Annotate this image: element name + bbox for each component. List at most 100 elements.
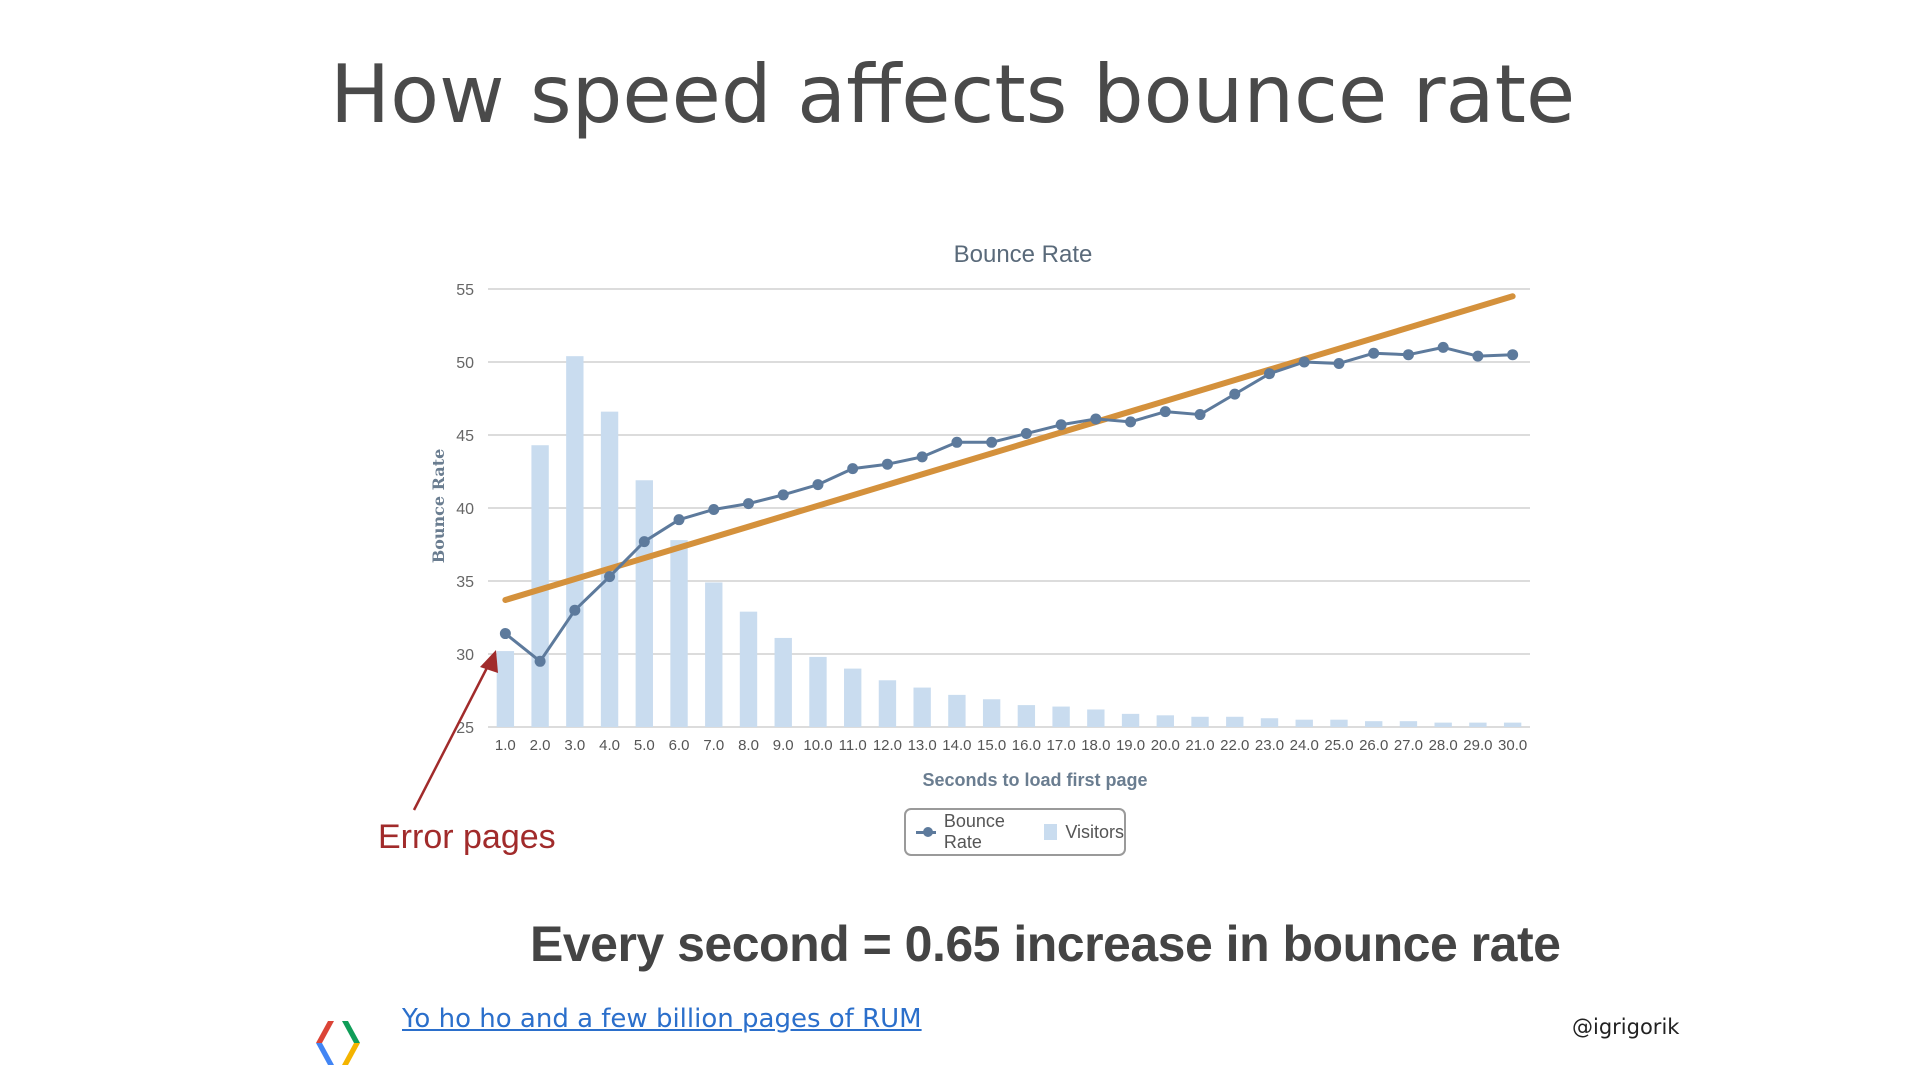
y-tick-label: 55 [456, 282, 474, 299]
x-tick-label: 22.0 [1220, 737, 1249, 754]
visitors-bar [1469, 722, 1487, 727]
visitors-bar [670, 540, 688, 727]
x-tick-label: 2.0 [530, 737, 551, 754]
visitors-bar [1330, 719, 1348, 727]
chart-title: Bounce Rate [954, 241, 1093, 268]
visitors-bar [1226, 716, 1244, 727]
y-axis-label: Bounce Rate [429, 449, 448, 564]
bounce-rate-point [812, 479, 824, 491]
x-tick-label: 25.0 [1324, 737, 1353, 754]
chart-legend[interactable]: Bounce Rate Visitors [904, 808, 1126, 856]
visitors-bar [496, 651, 515, 727]
bounce-rate-point [777, 489, 789, 501]
visitors-bar [1087, 709, 1105, 727]
bounce-rate-point [916, 451, 928, 463]
visitors-bar [1121, 713, 1140, 727]
bounce-rate-point [986, 436, 998, 448]
trend-line [502, 293, 1516, 603]
x-tick-label: 21.0 [1185, 737, 1214, 754]
x-tick-label: 29.0 [1463, 737, 1492, 754]
bounce-rate-point [1472, 350, 1484, 362]
visitors-bar [566, 356, 584, 727]
bounce-rate-point [847, 463, 859, 475]
x-tick-label: 6.0 [669, 737, 690, 754]
y-tick-label: 35 [456, 574, 474, 591]
x-tick-label: 7.0 [703, 737, 724, 754]
bounce-rate-point [1507, 349, 1519, 361]
bounce-rate-point [1194, 409, 1206, 421]
visitors-bar [1260, 718, 1279, 727]
x-tick-label: 10.0 [803, 737, 832, 754]
x-tick-label: 12.0 [873, 737, 902, 754]
x-tick-label: 13.0 [908, 737, 937, 754]
grid-lines [488, 288, 1530, 728]
summary-statement: Every second = 0.65 increase in bounce r… [530, 916, 1561, 972]
bounce-rate-point [1298, 356, 1310, 368]
visitors-bar [982, 699, 1001, 727]
visitors-bar [948, 694, 966, 727]
x-tick-label: 17.0 [1046, 737, 1075, 754]
legend-item-visitors[interactable]: Visitors [1065, 821, 1124, 842]
legend-line-marker [916, 826, 936, 837]
x-tick-label: 16.0 [1012, 737, 1041, 754]
x-tick-label: 27.0 [1394, 737, 1423, 754]
visitors-bar [1156, 715, 1174, 727]
arrow-head [480, 650, 498, 673]
x-tick-label: 18.0 [1081, 737, 1110, 754]
bounce-rate-point [638, 536, 650, 548]
bounce-rate-point [673, 514, 685, 526]
x-tick-label: 9.0 [773, 737, 794, 754]
visitors-bar [1191, 716, 1209, 727]
visitors-bar [1017, 705, 1036, 727]
bounce-rate-point [1020, 428, 1032, 440]
error-pages-arrow [412, 650, 498, 811]
visitors-bar [1052, 706, 1070, 727]
x-tick-label: 28.0 [1429, 737, 1458, 754]
y-tick-label: 30 [456, 647, 474, 664]
bounce-rate-point [1159, 406, 1171, 418]
visitors-bar [1365, 721, 1383, 727]
x-tick-label: 23.0 [1255, 737, 1284, 754]
bounce-rate-point [569, 604, 581, 616]
visitors-bars [496, 356, 1522, 727]
visitors-bar [635, 480, 653, 727]
bounce-rate-point [1402, 349, 1414, 361]
legend-bar-swatch [1044, 824, 1058, 840]
arrow-shaft [412, 657, 494, 811]
trendline [502, 293, 1516, 603]
bounce-rate-point [1125, 416, 1137, 428]
bounce-rate-point [743, 498, 754, 510]
x-tick-label: 19.0 [1116, 737, 1145, 754]
bounce-rate-point [1368, 347, 1380, 359]
visitors-bar [705, 582, 723, 727]
y-tick-label: 40 [456, 501, 474, 518]
x-tick-label: 26.0 [1359, 737, 1388, 754]
bounce-rate-point [604, 571, 616, 583]
bounce-rate-point [951, 436, 963, 448]
bounce-rate-point [708, 503, 720, 515]
x-tick-label: 20.0 [1151, 737, 1180, 754]
visitors-bar [809, 656, 827, 727]
bounce-rate-point [499, 628, 511, 640]
visitors-bar [844, 668, 862, 727]
x-tick-label: 15.0 [977, 737, 1006, 754]
footer-link[interactable]: Yo ho ho and a few billion pages of RUM [402, 1004, 922, 1034]
bounce-rate-point [1437, 341, 1449, 353]
bounce-rate-point [1333, 357, 1345, 369]
visitors-bar [1399, 721, 1418, 727]
visitors-bar [1295, 719, 1313, 727]
bounce-rate-point [534, 655, 546, 667]
x-tick-label: 4.0 [599, 737, 620, 754]
visitors-bar [774, 637, 792, 727]
legend-item-bounce-rate[interactable]: Bounce Rate [943, 811, 1005, 852]
x-axis-label: Seconds to load first page [922, 770, 1147, 790]
visitors-bar [913, 687, 931, 727]
page-title: How speed affects bounce rate [330, 48, 1576, 141]
bounce-rate-point [1090, 413, 1102, 425]
bounce-rate-path [504, 345, 1513, 663]
x-tick-label: 30.0 [1498, 737, 1527, 754]
visitors-bar [739, 611, 758, 727]
author-handle: @igrigorik [1572, 1015, 1680, 1039]
x-tick-label: 14.0 [942, 737, 971, 754]
